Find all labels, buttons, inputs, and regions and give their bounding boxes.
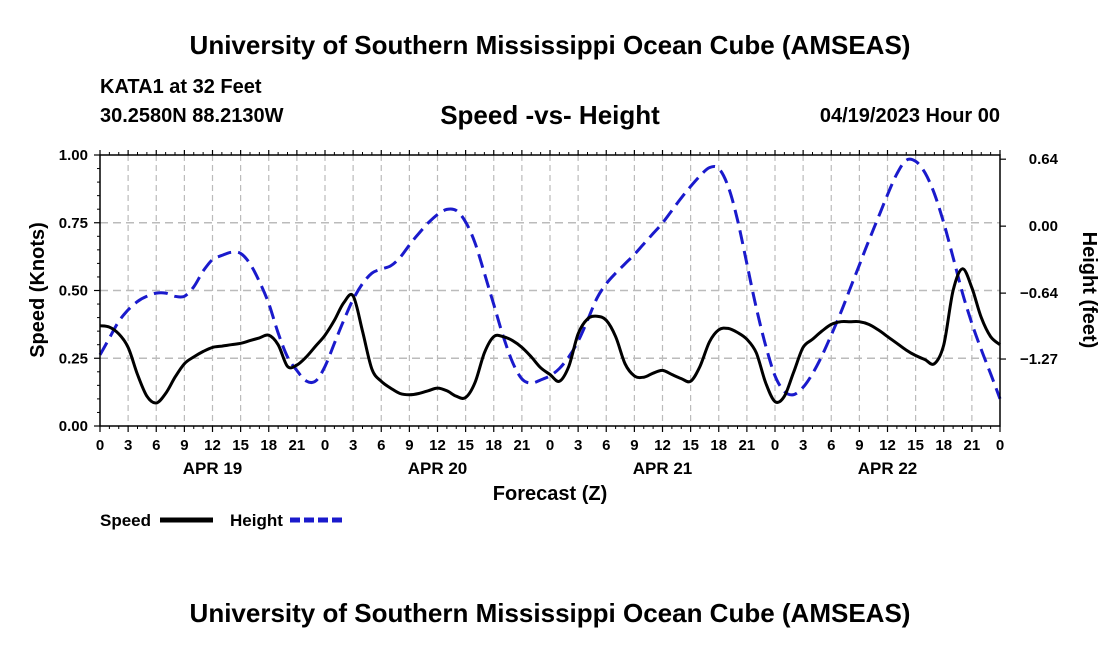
y2-tick-label: −0.64 [1020, 285, 1059, 302]
x-tick-label: 12 [879, 437, 896, 454]
x-tick-label: 12 [654, 437, 671, 454]
x-day-label: APR 20 [408, 459, 468, 478]
series-line-speed [99, 267, 1001, 405]
x-tick-label: 18 [935, 437, 952, 454]
x-tick-label: 9 [180, 437, 188, 454]
legend-label-height: Height [230, 511, 283, 530]
x-tick-label: 15 [682, 437, 699, 454]
legend: Speed Height [100, 511, 343, 530]
x-tick-label: 9 [630, 437, 638, 454]
x-tick-label: 15 [232, 437, 249, 454]
footer-title: University of Southern Mississippi Ocean… [189, 598, 911, 628]
x-tick-label: 3 [349, 437, 357, 454]
y-tick-label: 0.50 [59, 283, 88, 300]
forecast-datetime: 04/19/2023 Hour 00 [819, 105, 1000, 127]
x-tick-label: 12 [429, 437, 446, 454]
x-tick-label: 12 [204, 437, 221, 454]
y-tick-label: 1.00 [59, 147, 88, 164]
chart-subtitle: Speed -vs- Height [440, 100, 660, 130]
x-tick-label: 6 [377, 437, 385, 454]
x-tick-label: 15 [907, 437, 924, 454]
x-tick-label: 0 [321, 437, 329, 454]
x-tick-label: 18 [260, 437, 277, 454]
grid [100, 155, 1000, 426]
x-tick-label: 21 [289, 437, 306, 454]
x-tick-label: 3 [124, 437, 132, 454]
x-tick-label: 18 [485, 437, 502, 454]
legend-label-speed: Speed [100, 511, 151, 530]
main-title: University of Southern Mississippi Ocean… [189, 30, 911, 60]
x-tick-label: 3 [799, 437, 807, 454]
series-line-height [98, 157, 1002, 400]
x-tick-label: 6 [602, 437, 610, 454]
axes: 0 3 6 9 12 15 18 21 0 3 6 9 12 15 18 21 0 3 6 9 12 15 18 21 0 3 6 9… [59, 147, 1059, 478]
station-coordinates: 30.2580N 88.2130W [100, 105, 284, 127]
y2-axis-label: Height (feet) [1078, 232, 1100, 349]
y-tick-label: 0.25 [59, 350, 88, 367]
x-tick-label: 6 [152, 437, 160, 454]
y2-tick-label: 0.64 [1029, 151, 1059, 168]
y-axis-label: Speed (Knots) [27, 222, 49, 358]
x-axis-label: Forecast (Z) [493, 483, 607, 505]
x-tick-label: 3 [574, 437, 582, 454]
x-tick-label: 6 [827, 437, 835, 454]
x-tick-label: 0 [96, 437, 104, 454]
y2-tick-label: −1.27 [1020, 351, 1058, 368]
x-day-label: APR 19 [183, 459, 243, 478]
x-day-label: APR 21 [633, 459, 693, 478]
x-tick-label: 18 [710, 437, 727, 454]
x-tick-label: 0 [546, 437, 554, 454]
x-tick-label: 0 [996, 437, 1004, 454]
x-tick-label: 0 [771, 437, 779, 454]
x-tick-label: 21 [514, 437, 531, 454]
x-tick-label: 15 [457, 437, 474, 454]
y2-tick-label: 0.00 [1029, 218, 1058, 235]
x-day-label: APR 22 [858, 459, 918, 478]
series-group [98, 157, 1002, 405]
x-tick-label: 9 [855, 437, 863, 454]
station-label: KATA1 at 32 Feet [100, 76, 262, 98]
y-tick-label: 0.75 [59, 215, 88, 232]
x-tick-label: 9 [405, 437, 413, 454]
x-tick-label: 21 [739, 437, 756, 454]
x-tick-label: 21 [964, 437, 981, 454]
y-tick-label: 0.00 [59, 418, 88, 435]
